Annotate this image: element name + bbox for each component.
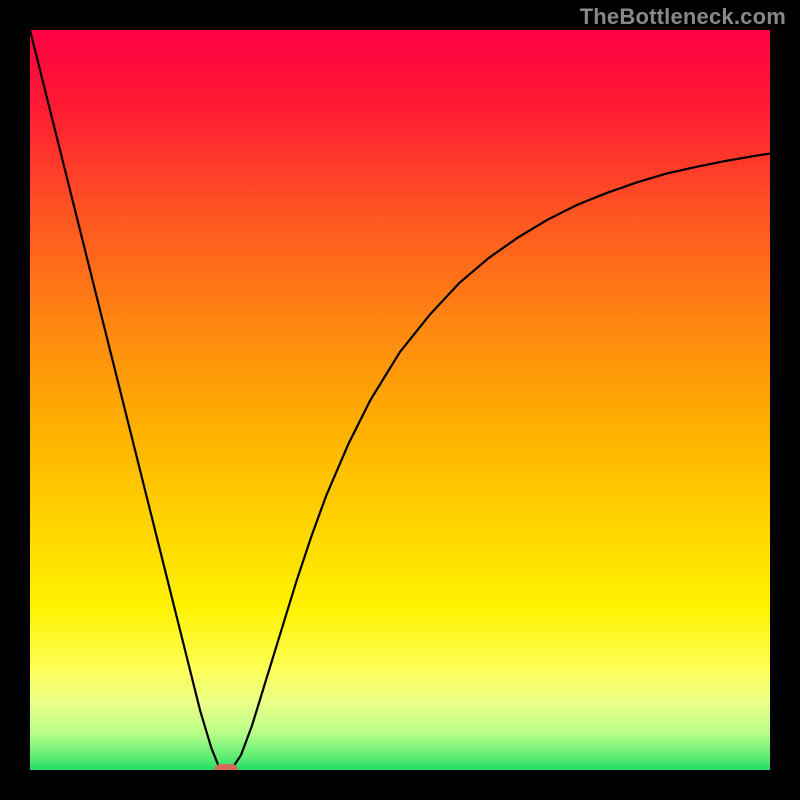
watermark-text: TheBottleneck.com	[580, 4, 786, 30]
chart-frame: TheBottleneck.com	[0, 0, 800, 800]
plot-area	[30, 30, 770, 776]
bottleneck-chart	[0, 0, 800, 800]
gradient-background	[30, 30, 770, 770]
